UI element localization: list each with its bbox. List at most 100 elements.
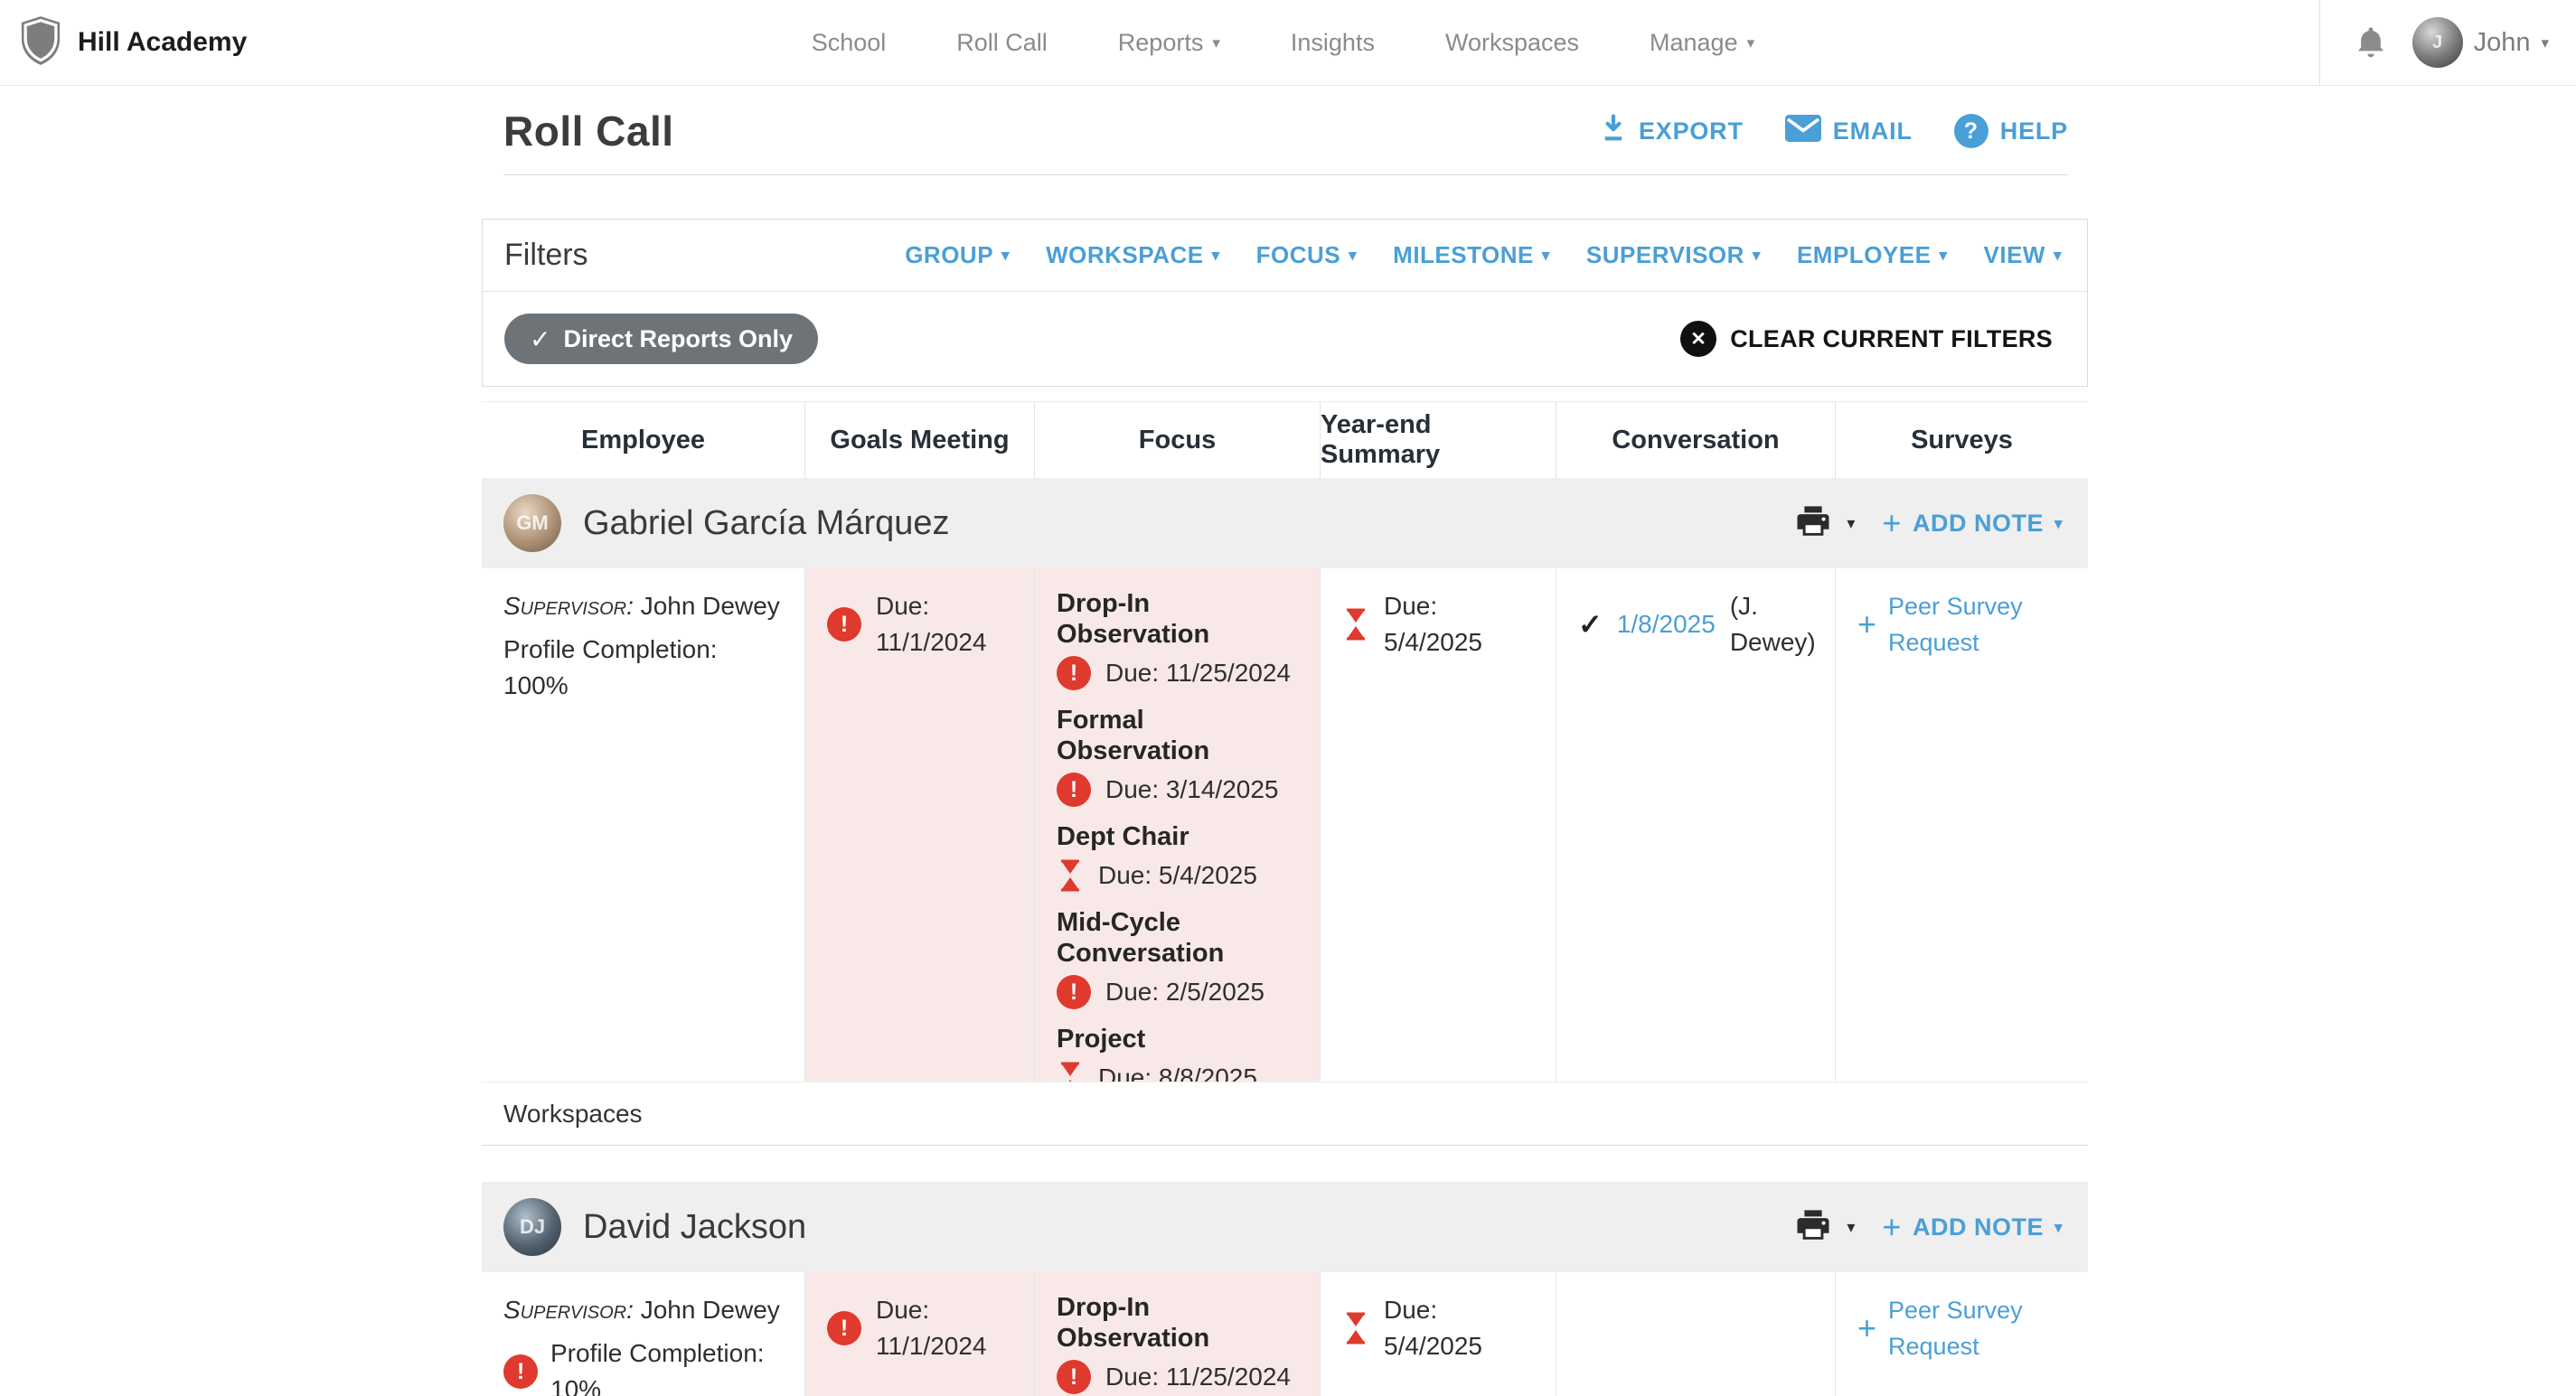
chevron-down-icon: ▾	[1746, 33, 1755, 52]
chevron-down-icon: ▾	[1001, 247, 1011, 264]
roster-table: Employee Goals Meeting Focus Year-end Su…	[482, 401, 2088, 1396]
add-note-button[interactable]: + ADD NOTE ▾	[1882, 504, 2063, 541]
plus-icon: +	[1857, 605, 1877, 642]
supervisor-name: John Dewey	[640, 1296, 780, 1324]
brand[interactable]: Hill Academy	[20, 15, 248, 70]
goals-meeting-cell: ! Due: 11/1/2024	[805, 568, 1035, 1082]
col-employee: Employee	[482, 402, 805, 478]
chevron-down-icon: ▾	[2053, 247, 2062, 264]
due-date: Due: 11/25/2024	[1105, 659, 1291, 687]
filter-supervisor[interactable]: SUPERVISOR ▾	[1585, 241, 1761, 268]
employee-cell: Supervisor: John Dewey ! Profile Completi…	[482, 1272, 805, 1396]
peer-survey-request-link[interactable]: + Peer Survey Request	[1857, 1297, 2023, 1360]
surveys-cell: + Peer Survey Request	[1836, 1272, 2088, 1396]
filter-employee[interactable]: EMPLOYEE ▾	[1796, 241, 1948, 268]
hourglass-icon	[1342, 1311, 1369, 1345]
email-button[interactable]: EMAIL	[1784, 114, 1913, 148]
due-date: Due: 5/4/2025	[1098, 861, 1257, 889]
filter-view[interactable]: VIEW ▾	[1983, 241, 2062, 268]
chevron-down-icon: ▾	[1211, 247, 1220, 264]
workspaces-label: Workspaces	[503, 1099, 643, 1128]
filter-focus[interactable]: FOCUS ▾	[1255, 241, 1358, 268]
due-date: Due: 5/4/2025	[1384, 592, 1482, 656]
table-header: Employee Goals Meeting Focus Year-end Su…	[482, 401, 2088, 478]
question-circle-icon: ?	[1953, 114, 1988, 148]
bell-icon[interactable]	[2353, 24, 2389, 61]
filter-group[interactable]: GROUP ▾	[905, 241, 1011, 268]
print-button[interactable]: ▾	[1794, 1206, 1855, 1249]
printer-icon	[1794, 1206, 1832, 1249]
employee-link[interactable]: DJ David Jackson	[503, 1198, 806, 1256]
focus-cell: Drop-In Observation !Due: 11/25/2024 For…	[1035, 1272, 1321, 1396]
export-button[interactable]: EXPORT	[1600, 113, 1744, 149]
due-date: Due: 8/8/2025	[1098, 1063, 1257, 1082]
filter-dropdowns: GROUP ▾ WORKSPACE ▾ FOCUS ▾ MILESTONE ▾ SUPE…	[905, 241, 2062, 269]
user-name: John	[2473, 27, 2531, 57]
year-end-summary-cell: Due: 5/4/2025	[1321, 1272, 1556, 1396]
user-menu[interactable]: JohnJ John ▾	[2411, 17, 2549, 68]
band-actions: ▾ + ADD NOTE ▾	[1794, 1206, 2063, 1249]
filter-workspace[interactable]: WORKSPACE ▾	[1046, 241, 1220, 268]
conversation-cell	[1556, 1272, 1836, 1396]
employee-name: David Jackson	[583, 1207, 807, 1246]
table-row: Supervisor: John Dewey Profile Completio…	[482, 568, 2088, 1082]
plus-icon: +	[1882, 504, 1902, 541]
nav-school[interactable]: School	[811, 28, 887, 56]
table-row: Supervisor: John Dewey ! Profile Completi…	[482, 1272, 2088, 1396]
nav-manage[interactable]: Manage ▾	[1650, 28, 1755, 56]
nav-reports[interactable]: Reports ▾	[1117, 28, 1220, 56]
supervisor-label: Supervisor:	[503, 592, 634, 620]
topbar-right: JohnJ John ▾	[2318, 0, 2549, 86]
col-focus: Focus	[1035, 402, 1321, 478]
envelope-icon	[1784, 114, 1821, 148]
due-date: Due: 5/4/2025	[1384, 1296, 1482, 1360]
avatar: DJ	[503, 1198, 561, 1256]
plus-icon: +	[1882, 1208, 1902, 1245]
chevron-down-icon: ▾	[1349, 247, 1358, 264]
brand-name: Hill Academy	[78, 27, 248, 57]
conversation-attribution: (J. Dewey)	[1729, 592, 1816, 656]
employee-band: GM Gabriel García Márquez ▾ + ADD NOTE ▾	[482, 478, 2088, 568]
focus-item-title: Project	[1057, 1025, 1146, 1054]
conversation-cell: ✓ 1/8/2025 (J. Dewey)	[1556, 568, 1836, 1082]
conversation-date-link[interactable]: 1/8/2025	[1616, 610, 1716, 638]
nav-roll-call[interactable]: Roll Call	[956, 28, 1048, 56]
nav-workspaces[interactable]: Workspaces	[1444, 28, 1580, 56]
print-button[interactable]: ▾	[1794, 502, 1855, 545]
focus-item-title: Drop-In Observation	[1057, 589, 1210, 649]
nav-insights[interactable]: Insights	[1290, 28, 1375, 56]
chevron-down-icon: ▾	[1212, 33, 1220, 52]
shield-icon	[20, 15, 61, 70]
alert-icon: !	[1057, 1360, 1091, 1394]
add-note-button[interactable]: + ADD NOTE ▾	[1882, 1208, 2063, 1245]
filter-milestone[interactable]: MILESTONE ▾	[1393, 241, 1550, 268]
clear-filters-button[interactable]: ✕ CLEAR CURRENT FILTERS	[1680, 321, 2053, 357]
help-button[interactable]: ? HELP	[1953, 114, 2068, 148]
employee-name: Gabriel García Márquez	[583, 503, 950, 542]
chevron-down-icon: ▾	[1752, 247, 1761, 264]
due-date: Due: 11/25/2024	[1105, 1363, 1291, 1391]
focus-cell: Drop-In Observation !Due: 11/25/2024 For…	[1035, 568, 1321, 1082]
chevron-down-icon: ▾	[1541, 247, 1550, 264]
alert-icon: !	[827, 607, 861, 642]
direct-reports-chip[interactable]: ✓ Direct Reports Only	[504, 314, 819, 364]
printer-icon	[1794, 502, 1832, 545]
focus-item-title: Mid-Cycle Conversation	[1057, 908, 1225, 968]
peer-survey-request-link[interactable]: + Peer Survey Request	[1857, 593, 2023, 656]
profile-completion: Profile Completion: 100%	[503, 635, 718, 699]
avatar: JohnJ	[2411, 17, 2463, 68]
workspaces-row[interactable]: Workspaces	[482, 1082, 2088, 1146]
employee-link[interactable]: GM Gabriel García Márquez	[503, 494, 950, 552]
page-title: Roll Call	[503, 108, 674, 155]
alert-icon: !	[1057, 656, 1091, 690]
chevron-down-icon: ▾	[2054, 1218, 2063, 1236]
hourglass-icon	[1057, 1061, 1084, 1082]
due-date: Due: 2/5/2025	[1105, 978, 1264, 1006]
surveys-cell: + Peer Survey Request	[1836, 568, 2088, 1082]
top-nav: School Roll Call Reports ▾ Insights Works…	[247, 29, 2318, 57]
goals-meeting-cell: ! Due: 11/1/2024	[805, 1272, 1035, 1396]
focus-item-title: Drop-In Observation	[1057, 1293, 1210, 1353]
x-circle-icon: ✕	[1680, 321, 1717, 357]
chevron-down-icon: ▾	[2541, 33, 2549, 52]
check-icon: ✓	[530, 324, 551, 353]
